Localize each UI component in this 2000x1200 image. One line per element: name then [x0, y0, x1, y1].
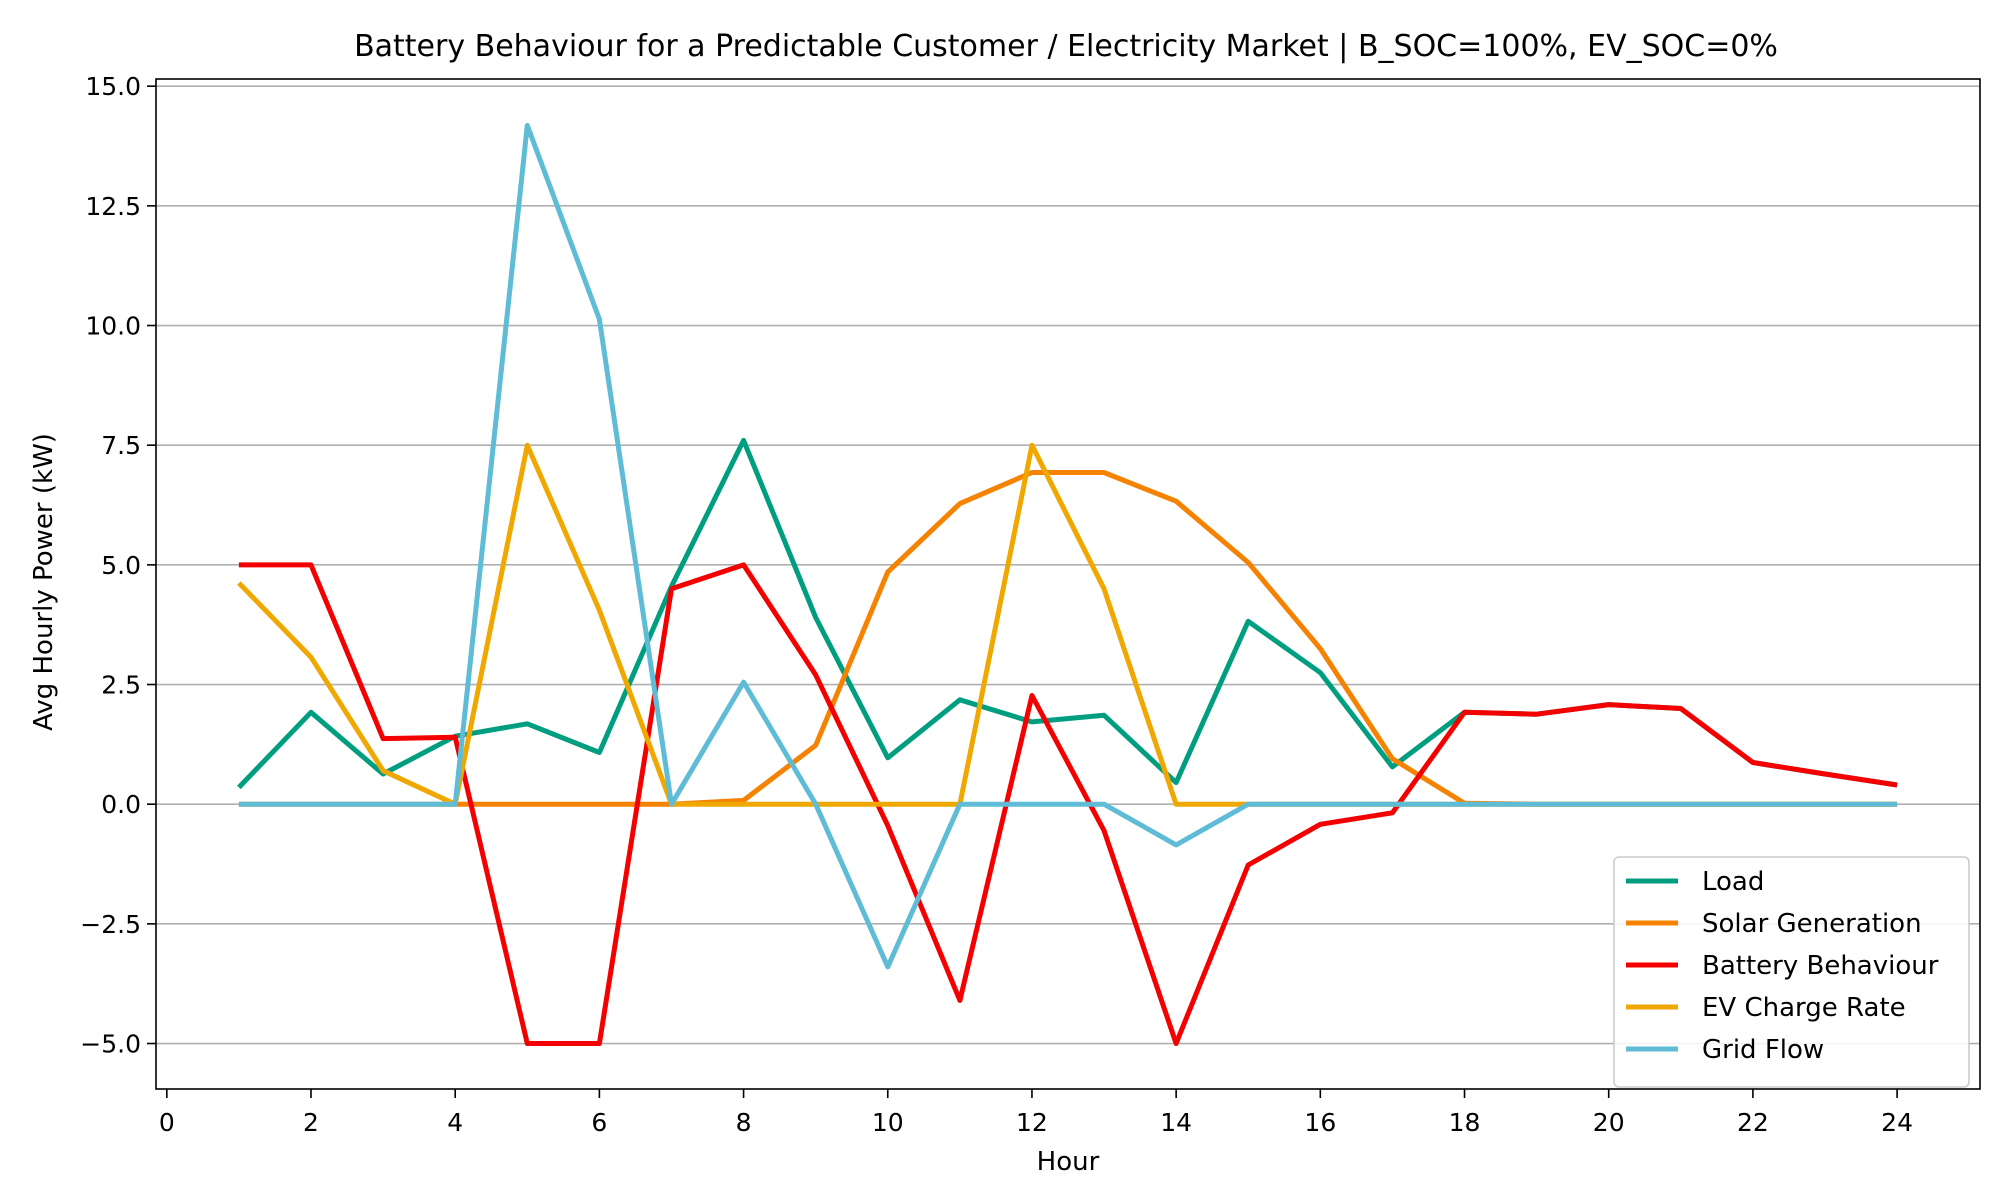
- series-line-grid-flow: [238, 122, 1898, 970]
- legend-label-4: Grid Flow: [1702, 1035, 1824, 1065]
- y-tick-label-1: −2.5: [80, 910, 141, 939]
- legend-label-1: Solar Generation: [1702, 909, 1922, 939]
- x-tick-label-10: 20: [1593, 1108, 1625, 1137]
- x-tick-label-6: 12: [1016, 1108, 1048, 1137]
- x-tick-label-12: 24: [1881, 1108, 1913, 1137]
- x-tick-label-7: 14: [1160, 1108, 1192, 1137]
- y-tick-label-7: 12.5: [85, 192, 141, 221]
- y-tick-label-2: 0.0: [101, 790, 141, 819]
- x-axis-ticks: 0 2 4 6 8 10 12 14 16 18 20 22 24: [159, 1089, 1913, 1137]
- x-tick-label-5: 10: [872, 1108, 904, 1137]
- x-tick-label-2: 4: [447, 1108, 463, 1137]
- legend-label-3: EV Charge Rate: [1702, 993, 1906, 1023]
- y-axis-ticks: −5.0 −2.5 0.0 2.5 5.0 7.5 10.0 12.5 15.0: [80, 72, 156, 1059]
- y-tick-label-0: −5.0: [80, 1030, 141, 1059]
- chart-title: Battery Behaviour for a Predictable Cust…: [354, 29, 1778, 64]
- y-tick-label-4: 5.0: [101, 551, 141, 580]
- y-tick-label-8: 15.0: [85, 72, 141, 101]
- x-tick-label-3: 6: [591, 1108, 607, 1137]
- x-tick-label-11: 22: [1737, 1108, 1769, 1137]
- y-tick-label-5: 7.5: [101, 431, 141, 460]
- legend: Load Solar Generation Battery Behaviour EV …: [1613, 856, 1970, 1088]
- plot-area-frame: [155, 78, 1981, 1090]
- x-tick-label-8: 16: [1304, 1108, 1336, 1137]
- legend-label-0: Load: [1702, 867, 1764, 897]
- y-tick-label-3: 2.5: [101, 671, 141, 700]
- x-tick-label-1: 2: [303, 1108, 319, 1137]
- x-tick-label-9: 18: [1449, 1108, 1481, 1137]
- x-axis-label: Hour: [1037, 1147, 1100, 1177]
- x-tick-label-4: 8: [736, 1108, 752, 1137]
- series-line-battery-behaviour: [238, 562, 1898, 1046]
- x-tick-label-0: 0: [159, 1108, 175, 1137]
- legend-box: [1613, 856, 1970, 1088]
- series-lines: [237, 122, 1898, 1046]
- legend-label-2: Battery Behaviour: [1702, 951, 1939, 981]
- y-axis-label: Avg Hourly Power (kW): [29, 433, 59, 731]
- y-tick-label-6: 10.0: [85, 312, 141, 341]
